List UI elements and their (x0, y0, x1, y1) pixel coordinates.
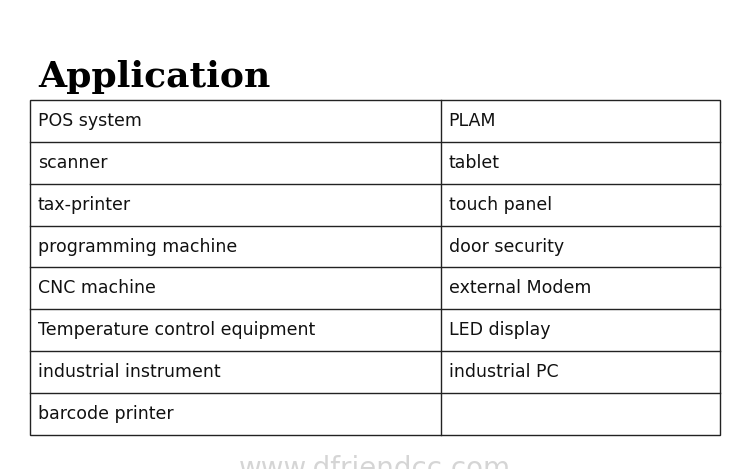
Text: programming machine: programming machine (38, 238, 237, 256)
Text: barcode printer: barcode printer (38, 405, 173, 423)
Text: touch panel: touch panel (448, 196, 552, 214)
Text: scanner: scanner (38, 154, 107, 172)
Text: www.dfriendcc.com: www.dfriendcc.com (239, 455, 511, 469)
Text: tablet: tablet (448, 154, 500, 172)
Text: tax-printer: tax-printer (38, 196, 131, 214)
Text: CNC machine: CNC machine (38, 280, 156, 297)
Text: external Modem: external Modem (448, 280, 591, 297)
Text: door security: door security (448, 238, 564, 256)
Text: Application: Application (38, 60, 270, 94)
Text: LED display: LED display (448, 321, 550, 339)
Text: industrial instrument: industrial instrument (38, 363, 220, 381)
Text: industrial PC: industrial PC (448, 363, 558, 381)
Text: Temperature control equipment: Temperature control equipment (38, 321, 315, 339)
Bar (30, 100, 720, 435)
Text: POS system: POS system (38, 112, 142, 130)
Text: PLAM: PLAM (448, 112, 496, 130)
